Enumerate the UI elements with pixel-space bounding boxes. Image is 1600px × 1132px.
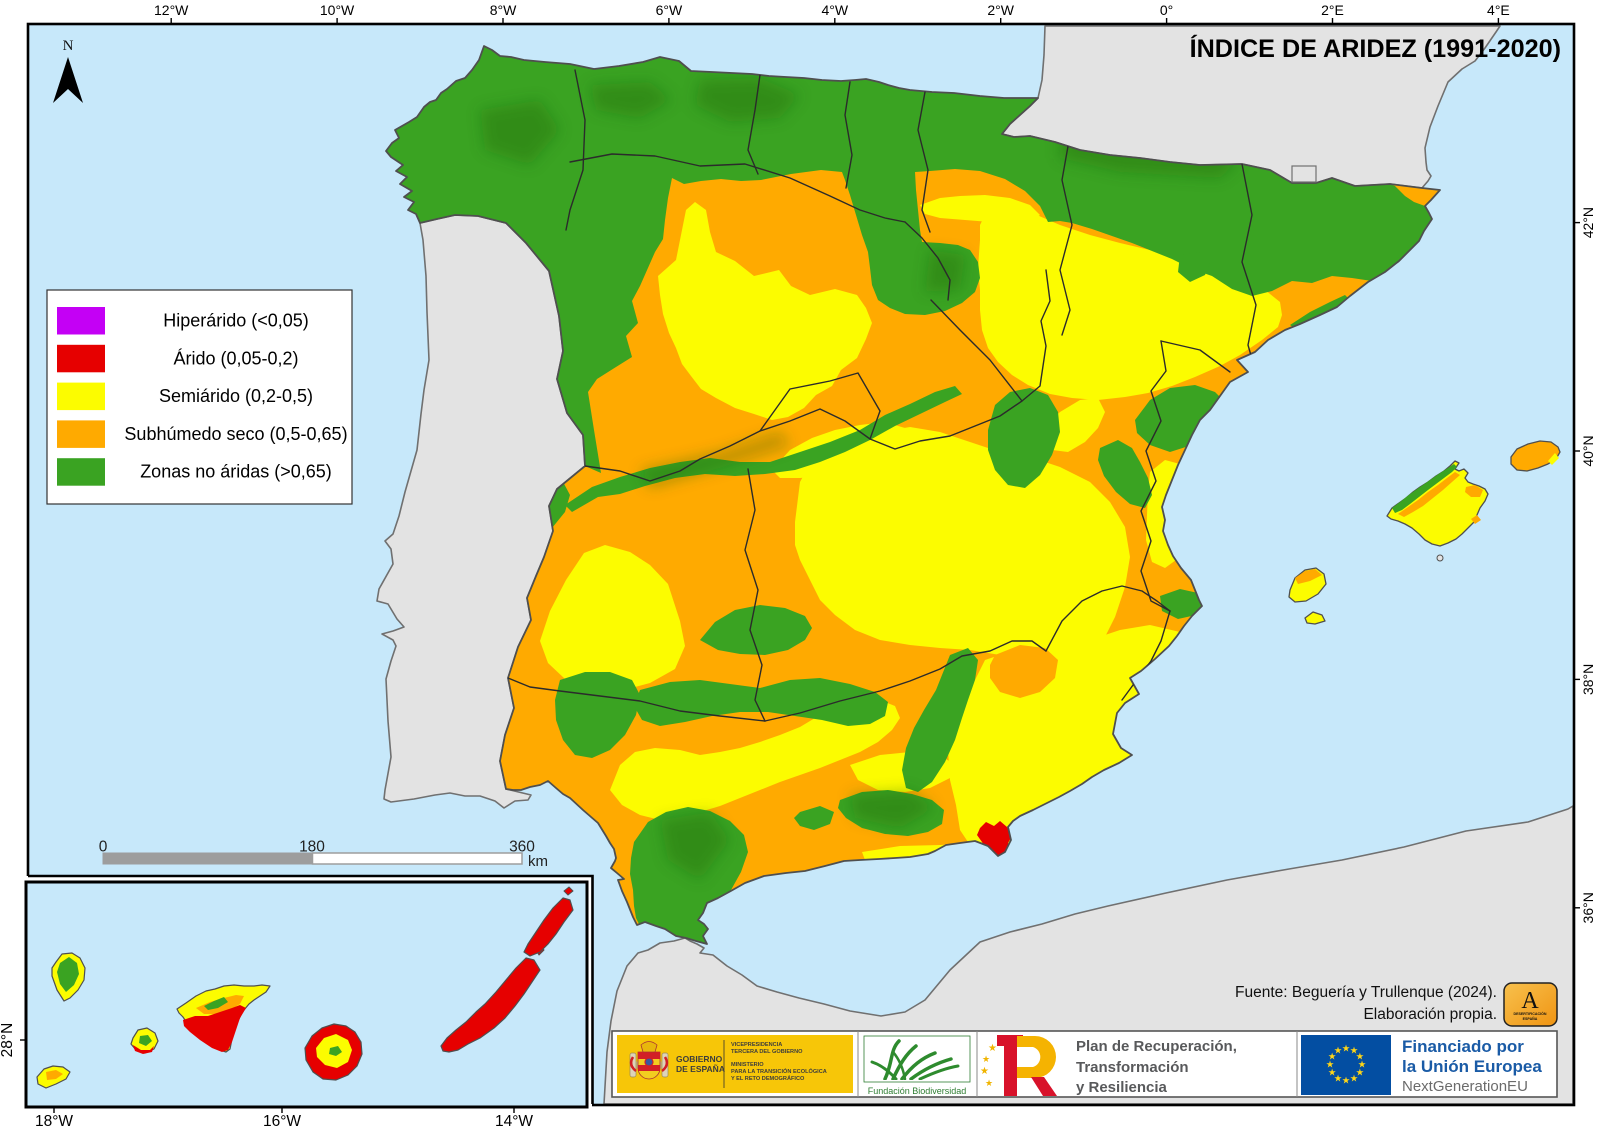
svg-text:14°W: 14°W: [495, 1113, 533, 1130]
svg-text:Fundación Biodiversidad: Fundación Biodiversidad: [868, 1086, 967, 1096]
svg-text:la Unión Europea: la Unión Europea: [1402, 1057, 1542, 1076]
svg-text:Hiperárido (<0,05): Hiperárido (<0,05): [163, 311, 309, 331]
svg-text:Semiárido (0,2-0,5): Semiárido (0,2-0,5): [159, 386, 313, 406]
svg-text:0°: 0°: [1160, 2, 1173, 18]
svg-text:N: N: [63, 38, 74, 54]
svg-text:GOBIERNO: GOBIERNO: [676, 1054, 723, 1064]
svg-text:DE ESPAÑA: DE ESPAÑA: [676, 1064, 725, 1074]
svg-text:8°W: 8°W: [490, 2, 517, 18]
svg-text:0: 0: [99, 839, 108, 856]
svg-text:★: ★: [982, 1054, 990, 1064]
svg-text:★: ★: [1328, 1068, 1337, 1079]
svg-text:28°N: 28°N: [0, 1023, 16, 1058]
svg-text:4°E: 4°E: [1487, 2, 1510, 18]
svg-text:★: ★: [1342, 1044, 1351, 1055]
svg-text:A: A: [1521, 988, 1539, 1014]
svg-text:y Resiliencia: y Resiliencia: [1076, 1079, 1168, 1096]
svg-text:★: ★: [1350, 1073, 1359, 1084]
svg-text:16°W: 16°W: [263, 1113, 301, 1130]
svg-text:★: ★: [985, 1078, 993, 1088]
svg-text:2°E: 2°E: [1321, 2, 1344, 18]
svg-text:Elaboración propia.: Elaboración propia.: [1363, 1006, 1497, 1023]
svg-text:ÍNDICE DE ARIDEZ (1991-2020): ÍNDICE DE ARIDEZ (1991-2020): [1190, 34, 1561, 63]
svg-text:★: ★: [1334, 1046, 1343, 1057]
svg-text:TERCERA DEL GOBIERNO: TERCERA DEL GOBIERNO: [731, 1049, 803, 1055]
svg-text:2°W: 2°W: [987, 2, 1014, 18]
svg-text:36°N: 36°N: [1580, 892, 1596, 923]
svg-text:42°N: 42°N: [1580, 207, 1596, 238]
svg-text:VICEPRESIDENCIA: VICEPRESIDENCIA: [731, 1042, 782, 1048]
svg-text:Fuente: Beguería y Trullenque: Fuente: Beguería y Trullenque (2024).: [1235, 984, 1497, 1001]
svg-text:Árido (0,05-0,2): Árido (0,05-0,2): [173, 348, 298, 368]
svg-text:Subhúmedo seco (0,5-0,65): Subhúmedo seco (0,5-0,65): [124, 424, 347, 444]
svg-text:★: ★: [1358, 1060, 1367, 1071]
svg-text:PARA LA TRANSICIÓN ECOLÓGICA: PARA LA TRANSICIÓN ECOLÓGICA: [731, 1067, 827, 1075]
svg-text:Financiado por: Financiado por: [1402, 1037, 1524, 1056]
svg-text:Plan de Recuperación,: Plan de Recuperación,: [1076, 1038, 1237, 1055]
svg-text:★: ★: [1334, 1073, 1343, 1084]
svg-text:★: ★: [988, 1043, 997, 1054]
svg-text:★: ★: [1356, 1052, 1365, 1063]
svg-text:12°W: 12°W: [154, 2, 189, 18]
svg-text:★: ★: [1356, 1068, 1365, 1079]
svg-text:DESERTIFICACIÓN: DESERTIFICACIÓN: [1514, 1011, 1547, 1016]
svg-text:18°W: 18°W: [35, 1113, 73, 1130]
svg-text:10°W: 10°W: [320, 2, 355, 18]
svg-text:38°N: 38°N: [1580, 664, 1596, 695]
svg-text:★: ★: [1328, 1052, 1337, 1063]
svg-text:6°W: 6°W: [656, 2, 683, 18]
svg-text:★: ★: [1350, 1046, 1359, 1057]
svg-text:km: km: [528, 853, 548, 870]
svg-text:Zonas no áridas (>0,65): Zonas no áridas (>0,65): [140, 462, 332, 482]
svg-text:4°W: 4°W: [821, 2, 848, 18]
svg-text:40°N: 40°N: [1580, 435, 1596, 466]
svg-text:360: 360: [509, 839, 535, 856]
svg-text:Transformación: Transformación: [1076, 1059, 1189, 1076]
svg-text:Y EL RETO DEMOGRÁFICO: Y EL RETO DEMOGRÁFICO: [731, 1075, 805, 1082]
svg-text:★: ★: [980, 1066, 989, 1077]
svg-text:★: ★: [1326, 1060, 1335, 1071]
svg-text:★: ★: [1342, 1076, 1351, 1087]
svg-text:MINISTERIO: MINISTERIO: [731, 1062, 764, 1068]
svg-text:180: 180: [299, 839, 325, 856]
svg-text:NextGenerationEU: NextGenerationEU: [1402, 1078, 1528, 1095]
svg-text:ESPAÑA: ESPAÑA: [1523, 1016, 1538, 1021]
